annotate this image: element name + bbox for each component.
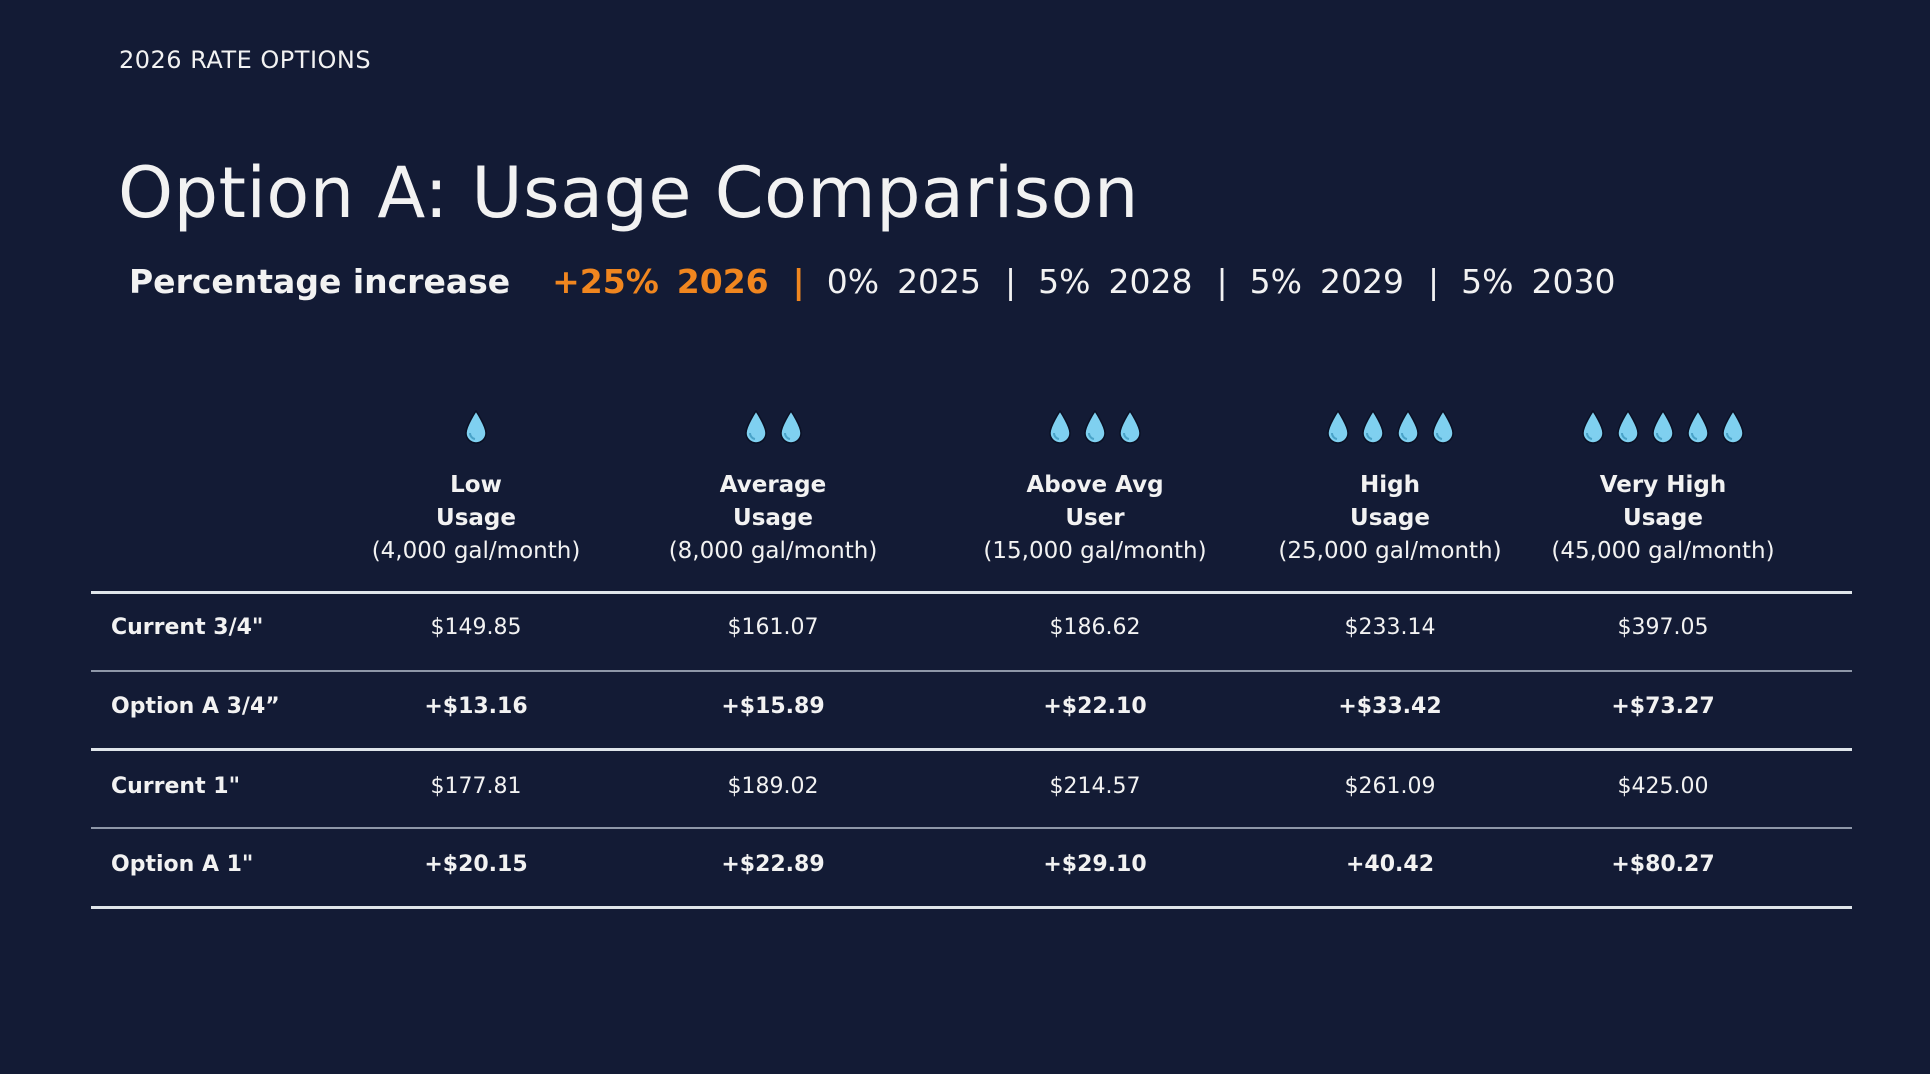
water-drop-icon [1615, 409, 1641, 444]
year-2030: 2030 [1531, 262, 1616, 301]
pct-2028: 5% [1038, 262, 1091, 301]
column-header-line1: Average [719, 472, 827, 498]
table-cell: $233.14 [1344, 615, 1436, 640]
water-drop-icon [1685, 409, 1711, 444]
separator: | [1005, 262, 1017, 301]
year-2029: 2029 [1320, 262, 1404, 301]
usage-drops [1513, 409, 1813, 444]
row-divider [91, 748, 1852, 751]
water-drop-icon [1395, 409, 1421, 444]
column-header-line2: User [1065, 505, 1125, 531]
column-header-line3: (15,000 gal/month) [983, 538, 1207, 564]
column-header-line2: Usage [733, 505, 813, 531]
column-header-line2: Usage [1623, 505, 1703, 531]
column-header-line2: Usage [436, 505, 516, 531]
usage-drops [945, 409, 1245, 444]
column-header-line3: (25,000 gal/month) [1278, 538, 1502, 564]
separator: | [1427, 262, 1440, 301]
pct-2025: 0% [826, 262, 880, 301]
table-cell: +$22.89 [721, 852, 825, 877]
row-label: Current 1" [111, 774, 241, 799]
table-cell: $214.57 [1049, 774, 1141, 799]
table-cell: +$15.89 [721, 694, 825, 719]
column-header-line2: Usage [1350, 505, 1430, 531]
pct-2029: 5% [1249, 262, 1302, 301]
table-cell: $261.09 [1344, 774, 1436, 799]
percentage-increase-line: Percentage increase +25% 2026 | 0% 2025 … [129, 262, 1633, 301]
water-drop-icon [1720, 409, 1746, 444]
water-drop-icon [1360, 409, 1386, 444]
highlight-pct: +25% [552, 262, 659, 301]
table-cell: $425.00 [1617, 774, 1709, 799]
table-cell: $189.02 [727, 774, 819, 799]
separator: | [1216, 262, 1228, 301]
table-cell: +40.42 [1345, 852, 1435, 877]
table-cell: +$33.42 [1338, 694, 1442, 719]
water-drop-icon [1117, 409, 1143, 444]
table-cell: +$80.27 [1611, 852, 1715, 877]
column-header-line1: High [1360, 472, 1420, 498]
column-header-line1: Very High [1599, 472, 1727, 498]
water-drop-icon [1082, 409, 1108, 444]
highlight-year: 2026 [676, 262, 769, 301]
row-divider [91, 591, 1852, 594]
row-label: Option A 3/4” [111, 694, 280, 719]
table-cell: $161.07 [727, 615, 819, 640]
table-cell: +$22.10 [1043, 694, 1147, 719]
water-drop-icon [463, 409, 489, 444]
separator: | [792, 262, 805, 301]
column-header-line3: (45,000 gal/month) [1551, 538, 1775, 564]
water-drop-icon [1430, 409, 1456, 444]
column-header-line3: (4,000 gal/month) [371, 538, 581, 564]
row-label: Current 3/4" [111, 615, 264, 640]
water-drop-icon [778, 409, 804, 444]
table-cell: $397.05 [1617, 615, 1709, 640]
pct-2030: 5% [1461, 262, 1514, 301]
usage-drops [326, 409, 626, 444]
row-label: Option A 1" [111, 852, 254, 877]
table-cell: +$20.15 [424, 852, 528, 877]
row-divider [91, 906, 1852, 909]
usage-drops [623, 409, 923, 444]
water-drop-icon [743, 409, 769, 444]
year-2028: 2028 [1108, 262, 1193, 301]
water-drop-icon [1047, 409, 1073, 444]
usage-drops [1240, 409, 1540, 444]
section-eyebrow: 2026 RATE OPTIONS [119, 46, 372, 74]
table-cell: +$13.16 [424, 694, 528, 719]
row-divider [91, 670, 1852, 672]
table-cell: +$73.27 [1611, 694, 1715, 719]
percentage-label: Percentage increase [129, 262, 511, 301]
table-cell: $177.81 [430, 774, 522, 799]
page-title: Option A: Usage Comparison [118, 152, 1139, 234]
water-drop-icon [1580, 409, 1606, 444]
table-cell: +$29.10 [1043, 852, 1147, 877]
water-drop-icon [1650, 409, 1676, 444]
column-header-line1: Low [450, 472, 502, 498]
column-header-line1: Above Avg [1026, 472, 1164, 498]
table-cell: $186.62 [1049, 615, 1141, 640]
year-2025: 2025 [897, 262, 982, 301]
column-header-line3: (8,000 gal/month) [668, 538, 878, 564]
row-divider [91, 827, 1852, 829]
water-drop-icon [1325, 409, 1351, 444]
table-cell: $149.85 [430, 615, 522, 640]
